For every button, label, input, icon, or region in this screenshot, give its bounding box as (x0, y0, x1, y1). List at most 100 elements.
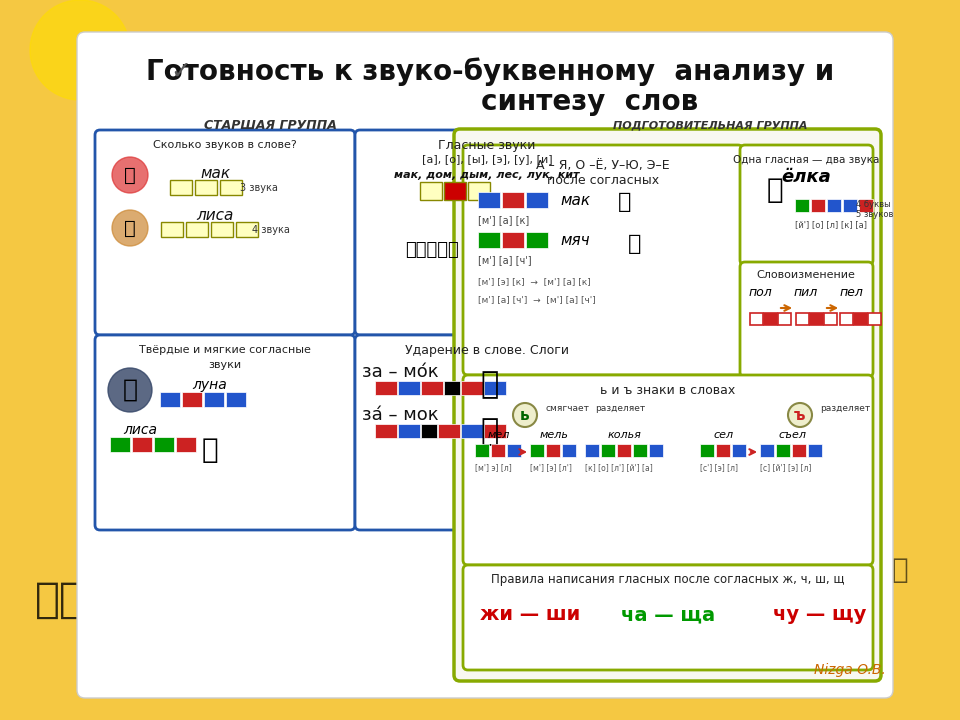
FancyBboxPatch shape (854, 313, 867, 325)
Text: 4 звука: 4 звука (252, 225, 290, 235)
Text: разделяет: разделяет (820, 403, 871, 413)
Text: Готовность к звуко-буквенному  анализу и: Готовность к звуко-буквенному анализу и (146, 58, 834, 86)
Text: 🦊: 🦊 (124, 218, 136, 238)
FancyBboxPatch shape (444, 381, 460, 395)
FancyBboxPatch shape (236, 222, 258, 237)
FancyBboxPatch shape (740, 145, 873, 265)
Text: 🍂: 🍂 (892, 556, 908, 584)
FancyBboxPatch shape (808, 444, 822, 457)
Text: смягчает: смягчает (545, 403, 589, 413)
Text: Гласные звуки: Гласные звуки (439, 138, 536, 151)
Text: Nizga O.B.: Nizga O.B. (814, 663, 886, 677)
FancyBboxPatch shape (475, 444, 489, 457)
FancyBboxPatch shape (776, 444, 790, 457)
Text: жи — ши: жи — ши (480, 606, 580, 624)
FancyBboxPatch shape (811, 199, 825, 212)
Circle shape (513, 403, 537, 427)
FancyBboxPatch shape (468, 182, 490, 200)
Text: лиса: лиса (196, 207, 233, 222)
Text: 5 звуков: 5 звуков (856, 210, 894, 218)
Circle shape (108, 368, 152, 412)
Text: чу — щу: чу — щу (774, 606, 867, 624)
Text: [м'] [а] [к]: [м'] [а] [к] (478, 215, 529, 225)
Text: мел: мел (488, 430, 510, 440)
Text: Ударение в слове. Слоги: Ударение в слове. Слоги (405, 343, 569, 356)
Text: пол: пол (748, 286, 772, 299)
Text: 🌸: 🌸 (124, 166, 136, 184)
FancyBboxPatch shape (375, 424, 397, 438)
FancyBboxPatch shape (502, 192, 524, 208)
Text: мак: мак (200, 166, 230, 181)
Text: ь: ь (520, 408, 530, 423)
Text: [с] [й'] [э] [л]: [с] [й'] [э] [л] (760, 464, 811, 472)
FancyBboxPatch shape (716, 444, 730, 457)
FancyBboxPatch shape (764, 313, 777, 325)
Text: 🌙: 🌙 (123, 378, 137, 402)
FancyBboxPatch shape (796, 313, 809, 325)
Text: [й'] [о] [л] [к] [а]: [й'] [о] [л] [к] [а] (795, 220, 867, 230)
FancyBboxPatch shape (454, 129, 881, 681)
Text: [с'] [э] [л]: [с'] [э] [л] (700, 464, 738, 472)
Text: [м'] [э] [л']: [м'] [э] [л'] (530, 464, 572, 472)
FancyBboxPatch shape (546, 444, 560, 457)
FancyBboxPatch shape (77, 32, 893, 698)
Text: 🌲: 🌲 (767, 176, 783, 204)
FancyBboxPatch shape (792, 444, 806, 457)
FancyBboxPatch shape (438, 424, 460, 438)
Text: колья: колья (608, 430, 642, 440)
Text: 🏰: 🏰 (481, 418, 499, 446)
Text: [м'] [а] [ч']  →  [м'] [а] [ч']: [м'] [а] [ч'] → [м'] [а] [ч'] (478, 295, 596, 305)
FancyBboxPatch shape (170, 180, 192, 195)
FancyBboxPatch shape (398, 381, 420, 395)
FancyBboxPatch shape (795, 199, 809, 212)
FancyBboxPatch shape (154, 437, 174, 452)
FancyBboxPatch shape (562, 444, 576, 457)
Text: Сколько звуков в слове?: Сколько звуков в слове? (154, 140, 297, 150)
FancyBboxPatch shape (700, 444, 714, 457)
FancyBboxPatch shape (463, 375, 873, 565)
FancyBboxPatch shape (778, 313, 791, 325)
FancyBboxPatch shape (95, 335, 355, 530)
Text: СТАРШАЯ ГРУППА: СТАРШАЯ ГРУППА (204, 119, 336, 132)
Text: [к] [о] [л'] [й'] [а]: [к] [о] [л'] [й'] [а] (585, 464, 653, 472)
Text: луна: луна (193, 378, 228, 392)
Text: Одна гласная — два звука: Одна гласная — два звука (732, 155, 879, 165)
FancyBboxPatch shape (421, 381, 443, 395)
FancyBboxPatch shape (732, 444, 746, 457)
Text: 🌸: 🌸 (618, 192, 632, 212)
FancyBboxPatch shape (827, 199, 841, 212)
FancyBboxPatch shape (843, 199, 857, 212)
Text: 🔒: 🔒 (481, 371, 499, 400)
FancyBboxPatch shape (182, 392, 202, 407)
Text: 🍁🍂: 🍁🍂 (35, 579, 85, 621)
FancyBboxPatch shape (160, 392, 180, 407)
FancyBboxPatch shape (526, 232, 548, 248)
FancyBboxPatch shape (491, 444, 505, 457)
FancyBboxPatch shape (375, 381, 397, 395)
Text: ча — ща: ча — ща (621, 606, 715, 624)
Text: [м'] [а] [ч']: [м'] [а] [ч'] (478, 255, 532, 265)
Text: [а], [о], [ы], [э], [у], [и]: [а], [о], [ы], [э], [у], [и] (421, 155, 552, 165)
FancyBboxPatch shape (868, 313, 881, 325)
FancyBboxPatch shape (132, 437, 152, 452)
FancyBboxPatch shape (824, 313, 837, 325)
FancyBboxPatch shape (840, 313, 853, 325)
FancyBboxPatch shape (760, 444, 774, 457)
FancyBboxPatch shape (355, 335, 620, 530)
FancyBboxPatch shape (478, 232, 500, 248)
Text: сел: сел (714, 430, 734, 440)
Text: съел: съел (778, 430, 806, 440)
FancyBboxPatch shape (502, 232, 524, 248)
FancyBboxPatch shape (420, 182, 442, 200)
Text: мак: мак (560, 192, 590, 207)
FancyBboxPatch shape (195, 180, 217, 195)
FancyBboxPatch shape (526, 192, 548, 208)
Text: пел: пел (839, 286, 863, 299)
Text: ёлка: ёлка (781, 168, 830, 186)
Text: А – Я, О –Ё, У–Ю, Э–Е: А – Я, О –Ё, У–Ю, Э–Е (537, 158, 670, 171)
FancyBboxPatch shape (585, 444, 599, 457)
Text: мак, дом, дым, лес, лук, кит: мак, дом, дым, лес, лук, кит (395, 170, 580, 180)
FancyBboxPatch shape (186, 222, 208, 237)
Text: ✓: ✓ (170, 60, 191, 84)
Text: мель: мель (540, 430, 568, 440)
